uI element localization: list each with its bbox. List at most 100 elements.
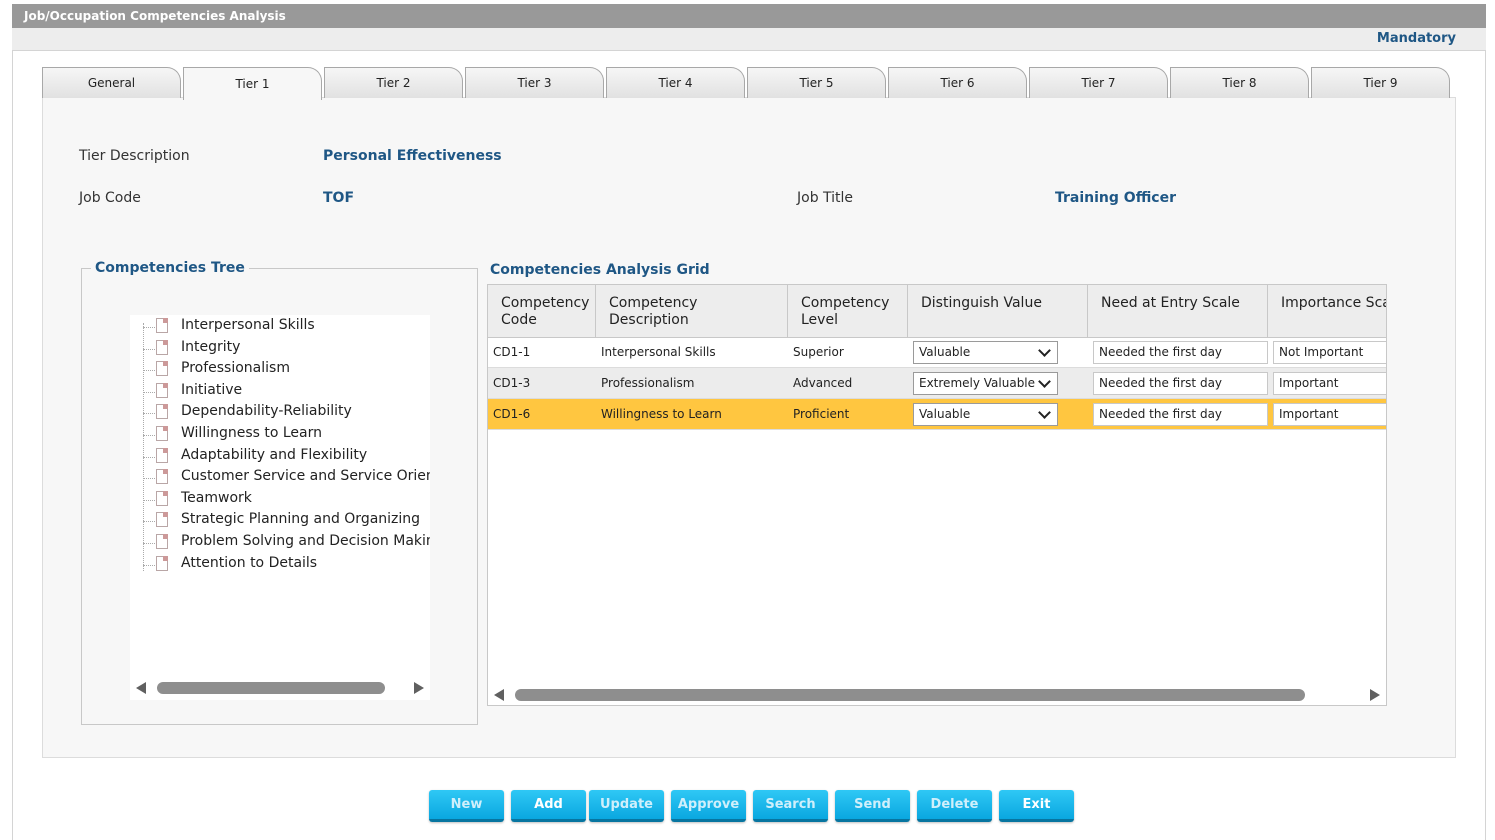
document-icon — [156, 512, 168, 527]
update-button[interactable]: Update — [589, 790, 664, 822]
grid-header: Competency Code Competency Description Co… — [488, 285, 1386, 338]
tree-connector — [143, 521, 155, 522]
entry-scale-input[interactable]: Needed the first day — [1093, 372, 1268, 395]
select-value: Valuable — [919, 407, 971, 421]
scroll-left-icon[interactable] — [136, 682, 146, 694]
column-header-description[interactable]: Competency Description — [596, 285, 788, 337]
importance-scale-input[interactable]: Important — [1273, 403, 1386, 426]
tab-tier-1[interactable]: Tier 1 — [183, 67, 322, 100]
cell-description: Professionalism — [601, 376, 695, 390]
tree-node-label: Teamwork — [181, 490, 252, 506]
window-title-bar: Job/Occupation Competencies Analysis — [12, 4, 1486, 28]
tree-node-integrity[interactable]: Integrity — [130, 338, 430, 359]
column-header-distinguish-value[interactable]: Distinguish Value — [908, 285, 1088, 337]
tab-tier-7[interactable]: Tier 7 — [1029, 67, 1168, 98]
document-icon — [156, 340, 168, 355]
document-icon — [156, 534, 168, 549]
distinguish-value-select[interactable]: Valuable — [913, 403, 1058, 426]
tree-node-adaptability[interactable]: Adaptability and Flexibility — [130, 446, 430, 467]
tab-tier-8[interactable]: Tier 8 — [1170, 67, 1309, 98]
scroll-right-icon[interactable] — [1370, 689, 1380, 701]
grid-title: Competencies Analysis Grid — [490, 262, 710, 278]
chevron-down-icon — [1038, 375, 1051, 388]
tree-node-attention-to-details[interactable]: Attention to Details — [130, 554, 430, 575]
tree-node-interpersonal-skills[interactable]: Interpersonal Skills — [130, 316, 430, 337]
search-button[interactable]: Search — [753, 790, 828, 822]
document-icon — [156, 491, 168, 506]
tree-node-teamwork[interactable]: Teamwork — [130, 489, 430, 510]
job-code-label: Job Code — [79, 190, 141, 206]
scrollbar-thumb[interactable] — [515, 689, 1305, 701]
header-label: Competency Description — [609, 295, 698, 328]
tree-node-label: Integrity — [181, 339, 241, 355]
tree-node-customer-service[interactable]: Customer Service and Service Orientati — [130, 467, 430, 488]
grid-horizontal-scrollbar[interactable] — [488, 685, 1386, 703]
competencies-tree-title: Competencies Tree — [95, 260, 245, 276]
table-row-selected[interactable]: CD1-6 Willingness to Learn Proficient Va… — [488, 399, 1386, 430]
new-button[interactable]: New — [429, 790, 504, 822]
mandatory-label: Mandatory — [1376, 31, 1456, 46]
tree-node-label: Adaptability and Flexibility — [181, 447, 368, 463]
tree-connector — [143, 435, 155, 436]
scroll-right-icon[interactable] — [414, 682, 424, 694]
importance-scale-input[interactable]: Not Important — [1273, 341, 1386, 364]
tree-node-initiative[interactable]: Initiative — [130, 381, 430, 402]
tree-connector — [143, 543, 155, 544]
chevron-down-icon — [1038, 344, 1051, 357]
header-label: Need at Entry Scale — [1101, 295, 1240, 311]
entry-scale-input[interactable]: Needed the first day — [1093, 403, 1268, 426]
header-label: Distinguish Value — [921, 295, 1042, 311]
send-button[interactable]: Send — [835, 790, 910, 822]
tab-tier-4[interactable]: Tier 4 — [606, 67, 745, 98]
header-label: Code — [501, 312, 537, 328]
tier-description-label: Tier Description — [79, 148, 190, 164]
distinguish-value-select[interactable]: Valuable — [913, 341, 1058, 364]
tree-node-problem-solving[interactable]: Problem Solving and Decision Making — [130, 532, 430, 553]
tab-general[interactable]: General — [42, 67, 181, 98]
table-row[interactable]: CD1-1 Interpersonal Skills Superior Valu… — [488, 337, 1386, 368]
cell-code: CD1-6 — [493, 407, 531, 421]
tree-connector — [143, 478, 155, 479]
cell-code: CD1-3 — [493, 376, 531, 390]
column-header-entry-scale[interactable]: Need at Entry Scale — [1088, 285, 1268, 337]
select-value: Valuable — [919, 345, 971, 359]
tree-node-strategic-planning[interactable]: Strategic Planning and Organizing — [130, 510, 430, 531]
column-header-code[interactable]: Competency Code — [488, 285, 596, 337]
table-row[interactable]: CD1-3 Professionalism Advanced Extremely… — [488, 368, 1386, 399]
document-icon — [156, 404, 168, 419]
importance-scale-input[interactable]: Important — [1273, 372, 1386, 395]
tree-node-label: Initiative — [181, 382, 243, 398]
tree-node-dependability[interactable]: Dependability-Reliability — [130, 402, 430, 423]
add-button[interactable]: Add — [511, 790, 586, 822]
tab-tier-2[interactable]: Tier 2 — [324, 67, 463, 98]
tree-node-professionalism[interactable]: Professionalism — [130, 359, 430, 380]
competencies-tree: Interpersonal Skills Integrity Professio… — [130, 315, 430, 700]
window-title: Job/Occupation Competencies Analysis — [24, 9, 286, 23]
tab-tier-5[interactable]: Tier 5 — [747, 67, 886, 98]
cell-description: Willingness to Learn — [601, 407, 722, 421]
tab-tier-6[interactable]: Tier 6 — [888, 67, 1027, 98]
tree-node-label: Problem Solving and Decision Making — [181, 533, 430, 549]
exit-button[interactable]: Exit — [999, 790, 1074, 822]
tree-node-willingness-to-learn[interactable]: Willingness to Learn — [130, 424, 430, 445]
header-label: Competency — [501, 295, 590, 311]
scrollbar-thumb[interactable] — [157, 682, 385, 694]
scroll-left-icon[interactable] — [494, 689, 504, 701]
tree-node-label: Willingness to Learn — [181, 425, 323, 441]
distinguish-value-select[interactable]: Extremely Valuable — [913, 372, 1058, 395]
approve-button[interactable]: Approve — [671, 790, 746, 822]
tree-connector — [143, 327, 155, 328]
tree-node-label: Strategic Planning and Organizing — [181, 511, 421, 527]
column-header-importance-scale[interactable]: Importance Scale — [1268, 285, 1386, 337]
tree-connector — [143, 457, 155, 458]
competencies-analysis-grid: Competency Code Competency Description Co… — [487, 284, 1387, 706]
entry-scale-input[interactable]: Needed the first day — [1093, 341, 1268, 364]
tab-tier-9[interactable]: Tier 9 — [1311, 67, 1450, 98]
tree-node-label: Dependability-Reliability — [181, 403, 352, 419]
job-code-value: TOF — [323, 190, 355, 206]
tab-tier-3[interactable]: Tier 3 — [465, 67, 604, 98]
tree-horizontal-scrollbar[interactable] — [130, 678, 430, 696]
delete-button[interactable]: Delete — [917, 790, 992, 822]
page-frame — [12, 50, 1486, 840]
column-header-level[interactable]: Competency Level — [788, 285, 908, 337]
